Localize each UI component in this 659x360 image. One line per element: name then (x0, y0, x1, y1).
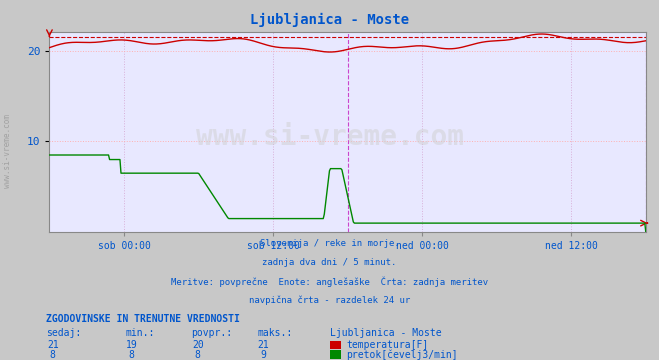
Text: ZGODOVINSKE IN TRENUTNE VREDNOSTI: ZGODOVINSKE IN TRENUTNE VREDNOSTI (46, 314, 240, 324)
Text: pretok[čevelj3/min]: pretok[čevelj3/min] (346, 349, 457, 360)
Text: 9: 9 (261, 350, 266, 360)
Text: sedaj:: sedaj: (46, 328, 81, 338)
Text: 21: 21 (47, 340, 59, 350)
Text: 8: 8 (195, 350, 200, 360)
Text: Slovenija / reke in morje.: Slovenija / reke in morje. (260, 239, 399, 248)
Text: www.si-vreme.com: www.si-vreme.com (3, 114, 13, 188)
Text: Ljubljanica - Moste: Ljubljanica - Moste (250, 13, 409, 27)
Text: zadnja dva dni / 5 minut.: zadnja dva dni / 5 minut. (262, 258, 397, 267)
Text: maks.:: maks.: (257, 328, 292, 338)
Text: 19: 19 (126, 340, 138, 350)
Text: 8: 8 (129, 350, 134, 360)
Text: min.:: min.: (125, 328, 155, 338)
Text: 21: 21 (258, 340, 270, 350)
Text: navpična črta - razdelek 24 ur: navpična črta - razdelek 24 ur (249, 296, 410, 305)
Text: 8: 8 (50, 350, 55, 360)
Text: povpr.:: povpr.: (191, 328, 232, 338)
Text: 20: 20 (192, 340, 204, 350)
Text: Ljubljanica - Moste: Ljubljanica - Moste (330, 328, 441, 338)
Text: www.si-vreme.com: www.si-vreme.com (196, 123, 463, 151)
Text: temperatura[F]: temperatura[F] (346, 340, 428, 350)
Text: Meritve: povprečne  Enote: anglešaške  Črta: zadnja meritev: Meritve: povprečne Enote: anglešaške Črt… (171, 277, 488, 287)
